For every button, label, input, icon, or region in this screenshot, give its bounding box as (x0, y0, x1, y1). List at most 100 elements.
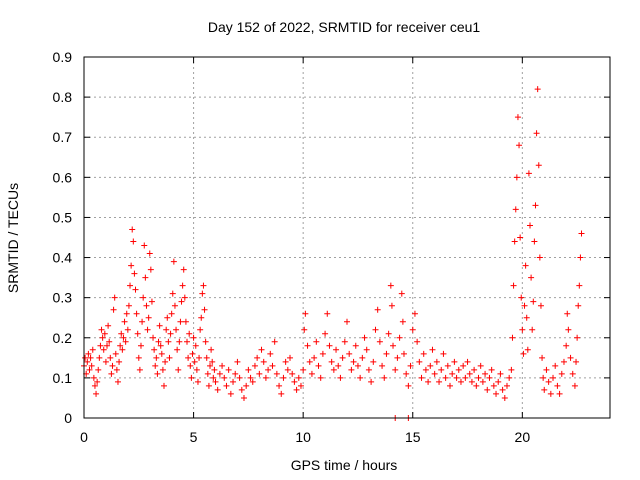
data-point (403, 370, 410, 377)
data-point (306, 358, 313, 365)
data-point (96, 354, 103, 361)
data-point (90, 374, 97, 381)
data-point (110, 306, 117, 313)
data-point (201, 306, 208, 313)
data-point (176, 338, 183, 345)
data-point (558, 370, 565, 377)
data-point (564, 310, 571, 317)
data-point (151, 346, 158, 353)
data-point (308, 370, 315, 377)
data-point (163, 326, 170, 333)
data-point (89, 346, 96, 353)
data-point (352, 342, 359, 349)
data-point (182, 318, 189, 325)
grid-lines (84, 57, 610, 418)
data-point (98, 326, 105, 333)
data-point (187, 362, 194, 369)
data-point (297, 382, 304, 389)
data-point (493, 390, 500, 397)
data-point (221, 374, 228, 381)
data-point (159, 366, 166, 373)
data-point (174, 346, 181, 353)
data-point (251, 362, 258, 369)
data-point (567, 354, 574, 361)
x-tick-label: 15 (405, 429, 421, 445)
data-point (293, 386, 300, 393)
data-point (411, 310, 418, 317)
data-point (501, 394, 508, 401)
data-point (530, 298, 537, 305)
data-point (499, 386, 506, 393)
data-point (208, 346, 215, 353)
data-point (416, 358, 423, 365)
data-point (315, 362, 322, 369)
data-point (304, 342, 311, 349)
data-point (359, 354, 366, 361)
data-point (207, 362, 214, 369)
data-point (420, 350, 427, 357)
data-point (94, 378, 101, 385)
y-axis-ticks: 0 0.1 0.2 0.3 0.4 0.5 0.6 0.7 0.8 0.9 (53, 49, 610, 426)
data-point (374, 306, 381, 313)
data-point (124, 326, 131, 333)
data-point (131, 270, 138, 277)
data-point (550, 374, 557, 381)
data-point (440, 350, 447, 357)
data-point (511, 238, 518, 245)
data-point (254, 354, 261, 361)
data-point (180, 266, 187, 273)
data-point (488, 366, 495, 373)
data-point (322, 330, 329, 337)
data-point (376, 338, 383, 345)
data-point (475, 374, 482, 381)
data-point (130, 238, 137, 245)
data-point (190, 334, 197, 341)
data-point (534, 86, 541, 93)
data-point (121, 318, 128, 325)
data-point (249, 378, 256, 385)
data-point (569, 370, 576, 377)
data-point (516, 142, 523, 149)
data-point (102, 358, 109, 365)
data-point (527, 222, 534, 229)
data-point (137, 342, 144, 349)
data-point (543, 366, 550, 373)
data-point (497, 370, 504, 377)
data-point (230, 378, 237, 385)
data-point (354, 362, 361, 369)
data-point (108, 370, 115, 377)
data-point (390, 342, 397, 349)
data-point (381, 374, 388, 381)
data-point (289, 370, 296, 377)
data-point (100, 346, 107, 353)
data-point (368, 378, 375, 385)
data-point (436, 378, 443, 385)
data-point (238, 386, 245, 393)
data-point (247, 374, 254, 381)
data-point (262, 374, 269, 381)
data-point (178, 298, 185, 305)
data-point (265, 366, 272, 373)
x-tick-label: 20 (515, 429, 531, 445)
data-point (464, 358, 471, 365)
y-tick-label: 0 (64, 410, 72, 426)
data-point (199, 290, 206, 297)
data-point (578, 230, 585, 237)
data-point (385, 330, 392, 337)
data-point (158, 350, 165, 357)
data-point (506, 374, 513, 381)
data-point (192, 342, 199, 349)
data-point (350, 358, 357, 365)
data-point (547, 390, 554, 397)
data-point (245, 366, 252, 373)
data-point (363, 346, 370, 353)
data-point (186, 330, 193, 337)
data-point (365, 366, 372, 373)
y-tick-label: 0.6 (53, 169, 73, 185)
data-point (387, 282, 394, 289)
data-point (324, 310, 331, 317)
data-point (150, 334, 157, 341)
data-point (282, 358, 289, 365)
data-point (560, 358, 567, 365)
